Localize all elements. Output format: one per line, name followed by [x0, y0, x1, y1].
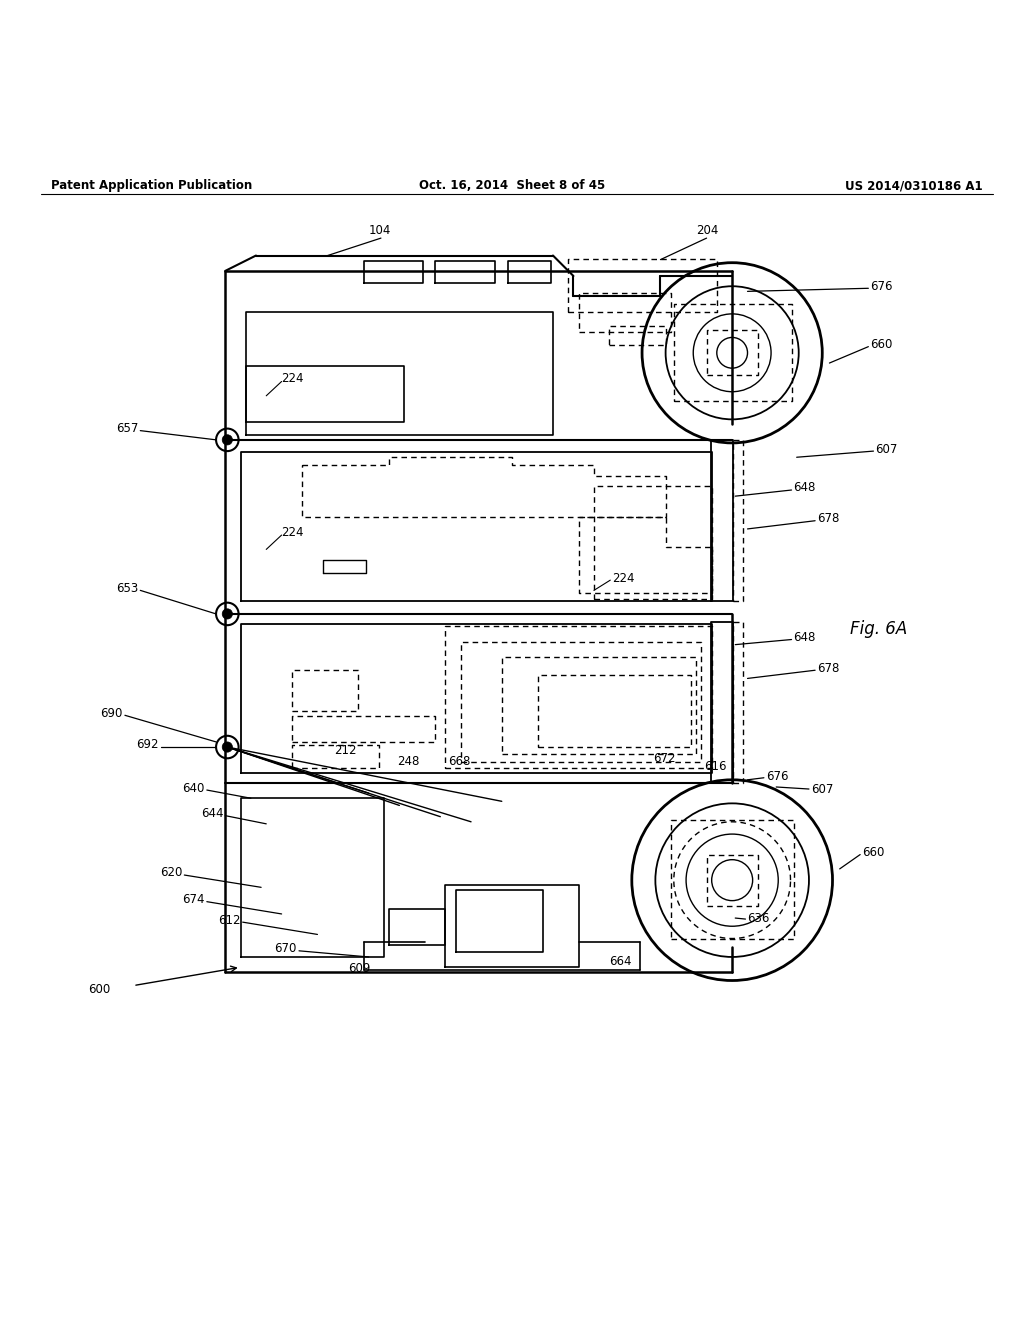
- Text: 248: 248: [397, 755, 420, 768]
- Text: 660: 660: [870, 338, 893, 351]
- Text: 620: 620: [160, 866, 182, 879]
- Text: 612: 612: [218, 913, 241, 927]
- Text: 670: 670: [274, 942, 297, 956]
- Text: 224: 224: [282, 372, 304, 385]
- Text: 676: 676: [870, 280, 893, 293]
- Text: 648: 648: [794, 482, 816, 495]
- Text: US 2014/0310186 A1: US 2014/0310186 A1: [846, 180, 983, 193]
- Circle shape: [222, 434, 232, 445]
- Circle shape: [222, 609, 232, 619]
- Circle shape: [222, 742, 232, 752]
- Text: 644: 644: [201, 807, 223, 820]
- Text: 640: 640: [182, 781, 205, 795]
- Text: 204: 204: [696, 224, 719, 238]
- Text: 672: 672: [653, 752, 676, 766]
- Text: 664: 664: [609, 954, 632, 968]
- Text: 660: 660: [862, 846, 885, 859]
- Circle shape: [216, 429, 239, 451]
- Text: 224: 224: [282, 525, 304, 539]
- Text: 607: 607: [876, 442, 898, 455]
- Text: 668: 668: [449, 755, 471, 768]
- Text: 692: 692: [136, 738, 159, 751]
- Text: 104: 104: [369, 224, 391, 238]
- Text: 607: 607: [811, 783, 834, 796]
- Text: 648: 648: [794, 631, 816, 644]
- Text: 224: 224: [612, 572, 635, 585]
- Text: 609: 609: [348, 962, 371, 975]
- Circle shape: [216, 735, 239, 758]
- Text: 636: 636: [748, 912, 770, 924]
- Text: 653: 653: [116, 582, 138, 595]
- Text: Patent Application Publication: Patent Application Publication: [51, 180, 253, 193]
- Text: 690: 690: [100, 706, 123, 719]
- Text: Oct. 16, 2014  Sheet 8 of 45: Oct. 16, 2014 Sheet 8 of 45: [419, 180, 605, 193]
- Text: 676: 676: [766, 771, 788, 783]
- Text: 616: 616: [705, 760, 727, 774]
- Text: Fig. 6A: Fig. 6A: [850, 620, 907, 639]
- Text: 600: 600: [88, 983, 111, 997]
- Text: 657: 657: [116, 422, 138, 436]
- Text: 678: 678: [817, 512, 840, 525]
- Circle shape: [216, 603, 239, 626]
- Text: 678: 678: [817, 661, 840, 675]
- Text: 212: 212: [334, 744, 356, 756]
- Text: 674: 674: [182, 894, 205, 906]
